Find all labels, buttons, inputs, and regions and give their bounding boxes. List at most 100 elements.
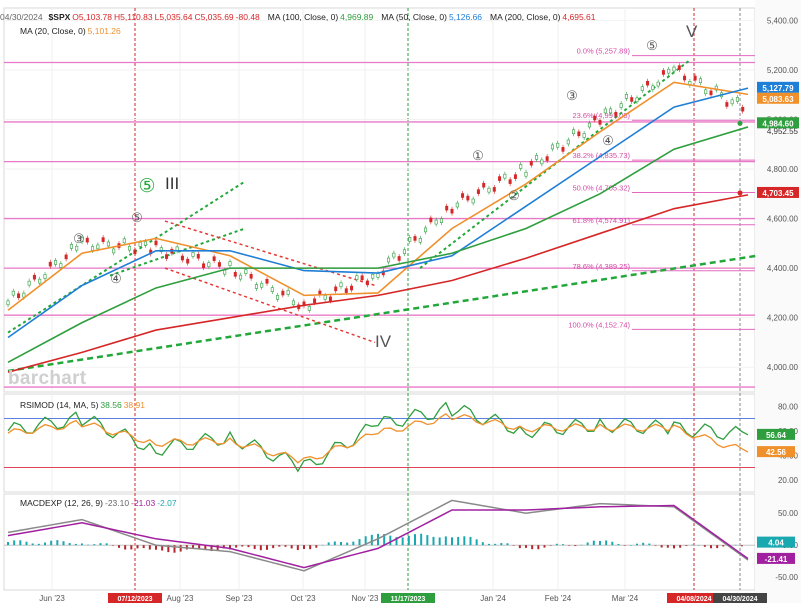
macd-tick-label: 50.00 [778, 509, 799, 518]
macd-histogram-bar [432, 536, 435, 546]
macd-histogram-bar [642, 542, 645, 546]
macd-histogram-bar [173, 545, 176, 553]
macd-histogram-bar [463, 536, 466, 546]
header-row-1: 04/30/2024 $SPX O5,103.78 H5,110.83 L5,035.6… [0, 12, 598, 22]
x-axis-label: Jan '24 [480, 594, 506, 603]
candle-body [165, 254, 169, 259]
candle-body [217, 262, 221, 267]
macd-value-3: -2.07 [157, 498, 177, 508]
macd-histogram-bar [358, 539, 361, 546]
candle-body [603, 108, 607, 114]
macd-tag-label: -21.41 [765, 555, 788, 564]
macd-histogram-bar [420, 533, 423, 546]
candle-body [265, 278, 269, 284]
ma-line [7, 87, 749, 339]
candle-body [667, 68, 671, 74]
candle-body [661, 70, 665, 75]
candle-body [254, 284, 258, 289]
macd-histogram-bar [629, 545, 632, 546]
candle-body [709, 90, 713, 96]
macd-histogram-bar [580, 544, 583, 546]
candle-body [408, 237, 412, 242]
fib-level-label: 61.8% (4,574.91) [572, 216, 630, 225]
ma-line [7, 81, 749, 311]
macd-histogram-bar [586, 542, 589, 546]
candle-body [513, 174, 517, 179]
macd-histogram-bar [488, 543, 490, 546]
macd-histogram-bar [216, 545, 219, 551]
close-value: C5,035.69 [194, 12, 234, 22]
macd-histogram-bar [654, 545, 657, 546]
macd-histogram-bar [7, 542, 9, 546]
candle-body [138, 242, 142, 247]
macd-histogram-bar [395, 537, 398, 546]
macd-histogram-bar [50, 540, 53, 546]
macd-histogram-bar [68, 543, 71, 546]
candle-body [582, 133, 586, 138]
candle-body [498, 176, 502, 181]
macd-histogram-bar [444, 536, 447, 546]
candle-body [609, 108, 613, 114]
candle-body [96, 244, 100, 250]
candle-body [704, 89, 708, 95]
ma200-value: 4,695.61 [562, 12, 596, 22]
macd-histogram-bar [229, 545, 231, 550]
candle-body [630, 97, 634, 102]
last-close-label: 4,952.55 [767, 127, 799, 136]
price-tag-label: 4,984.60 [762, 119, 794, 128]
header-symbol: $SPX [48, 12, 71, 22]
macd-histogram-bar [204, 545, 207, 551]
macd-histogram-bar [309, 545, 312, 550]
candle-body [714, 85, 718, 91]
macd-histogram-bar [315, 545, 318, 548]
candle-body [656, 81, 660, 87]
macd-histogram-bar [111, 545, 114, 546]
macd-histogram-bar [648, 543, 651, 546]
candle-body [593, 115, 597, 121]
ma100-endpoint [737, 120, 743, 126]
macd-histogram-bar [333, 541, 336, 546]
date-tag [108, 593, 162, 603]
macd-histogram-bar [623, 545, 626, 546]
correction-channel-upper [164, 220, 376, 287]
rsi-tag-label: 42.56 [766, 448, 787, 457]
macd-histogram-bar [617, 543, 620, 546]
candle-body [698, 78, 702, 84]
candle-body [106, 241, 110, 247]
candle-body [360, 275, 364, 281]
ma100-label: MA (100, Close, 0) [267, 12, 339, 22]
macd-histogram-bar [74, 543, 77, 546]
macd-histogram-bar [81, 543, 83, 546]
macd-histogram-bar [438, 537, 441, 546]
macd-histogram-bar [457, 536, 460, 546]
candle-body [503, 173, 507, 179]
candle-body [339, 282, 343, 288]
ma20-value: 5,101.26 [87, 26, 121, 36]
macd-histogram-bar [167, 545, 170, 553]
candle-body [43, 274, 47, 279]
macd-histogram-bar [266, 545, 268, 550]
candle-body [439, 218, 443, 224]
macd-histogram-bar [105, 543, 108, 546]
date-tag-label: 11/17/2023 [391, 596, 426, 603]
candle-body [85, 237, 89, 243]
price-tick-label: 5,200.00 [767, 66, 799, 75]
macd-histogram-bar [500, 543, 503, 546]
candle-body [540, 159, 544, 165]
macd-histogram-bar [389, 535, 392, 546]
candle-body [101, 237, 105, 242]
macd-histogram-bar [679, 545, 682, 548]
open-value: O5,103.78 [72, 12, 112, 22]
macd-histogram-bar [155, 545, 157, 550]
candle-body [17, 293, 21, 298]
candle-body [492, 187, 496, 192]
candle-body [27, 280, 31, 286]
panel-frame-2 [3, 493, 756, 591]
macd-histogram-bar [512, 545, 515, 546]
macd-histogram-bar [740, 545, 743, 547]
macd-histogram-bar [383, 533, 386, 546]
candle-body [545, 156, 549, 161]
candle-body [556, 142, 560, 148]
candle-body [635, 97, 639, 103]
